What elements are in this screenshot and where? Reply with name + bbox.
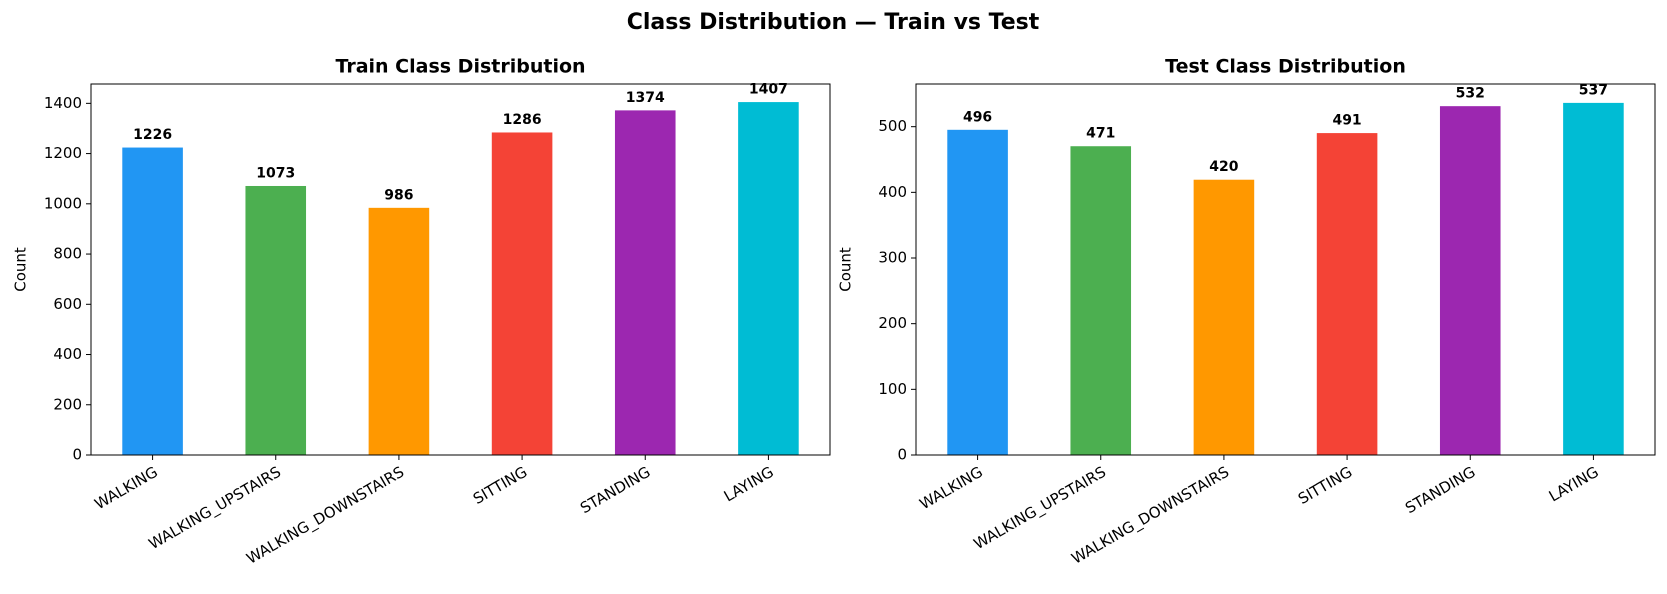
y-tick-label: 400: [53, 345, 82, 363]
axes-frame: [90, 83, 831, 456]
x-tick-label: LAYING: [1546, 463, 1602, 506]
x-tick-label: LAYING: [721, 463, 777, 506]
y-tick-label: 1400: [44, 94, 82, 112]
bar: [1315, 132, 1379, 456]
y-tick-label: 100: [878, 380, 907, 398]
y-tick-label: 200: [53, 395, 82, 413]
x-tick-label: SITTING: [470, 463, 530, 508]
data-label: 537: [1579, 82, 1608, 98]
data-label: 496: [963, 109, 992, 125]
bar: [737, 101, 800, 456]
bar: [1069, 145, 1133, 456]
x-tick-label: WALKING: [916, 463, 985, 513]
bar: [490, 131, 554, 456]
x-tick-label: STANDING: [577, 463, 653, 518]
y-tick-label: 600: [53, 295, 82, 313]
y-axis-label: Count: [837, 247, 855, 292]
bar: [946, 128, 1009, 456]
data-label: 491: [1332, 113, 1361, 129]
x-tick-label: STANDING: [1402, 463, 1478, 518]
y-tick-label: 300: [878, 249, 907, 267]
chart-title: Test Class Distribution: [1165, 56, 1406, 78]
bar: [244, 184, 308, 456]
bar: [1192, 178, 1256, 456]
axes-frame: [915, 83, 1656, 456]
y-tick-label: 200: [878, 314, 907, 332]
y-tick-label: 500: [878, 117, 907, 135]
data-label: 1374: [626, 90, 665, 106]
chart-title: Train Class Distribution: [335, 56, 585, 78]
data-label: 1286: [503, 112, 542, 128]
data-label: 986: [384, 187, 413, 203]
y-tick-label: 400: [878, 183, 907, 201]
data-label: 1226: [133, 127, 172, 143]
x-tick-label: WALKING: [91, 463, 160, 513]
data-label: 532: [1456, 86, 1485, 102]
y-tick-label: 0: [72, 446, 82, 464]
data-label: 1407: [749, 82, 788, 98]
y-tick-label: 1000: [44, 194, 82, 212]
bar: [1562, 101, 1625, 456]
data-label: 471: [1086, 126, 1115, 142]
x-tick-label: SITTING: [1295, 463, 1355, 508]
bar: [1438, 105, 1502, 456]
y-tick-label: 1200: [44, 144, 82, 162]
data-label: 1073: [256, 165, 295, 181]
bar: [367, 206, 431, 456]
bar: [613, 109, 677, 456]
bar: [121, 146, 184, 456]
data-label: 420: [1209, 159, 1238, 175]
y-axis-label: Count: [12, 247, 30, 292]
y-tick-label: 0: [897, 446, 907, 464]
y-tick-label: 800: [53, 245, 82, 263]
figure-title: Class Distribution — Train vs Test: [627, 10, 1040, 35]
